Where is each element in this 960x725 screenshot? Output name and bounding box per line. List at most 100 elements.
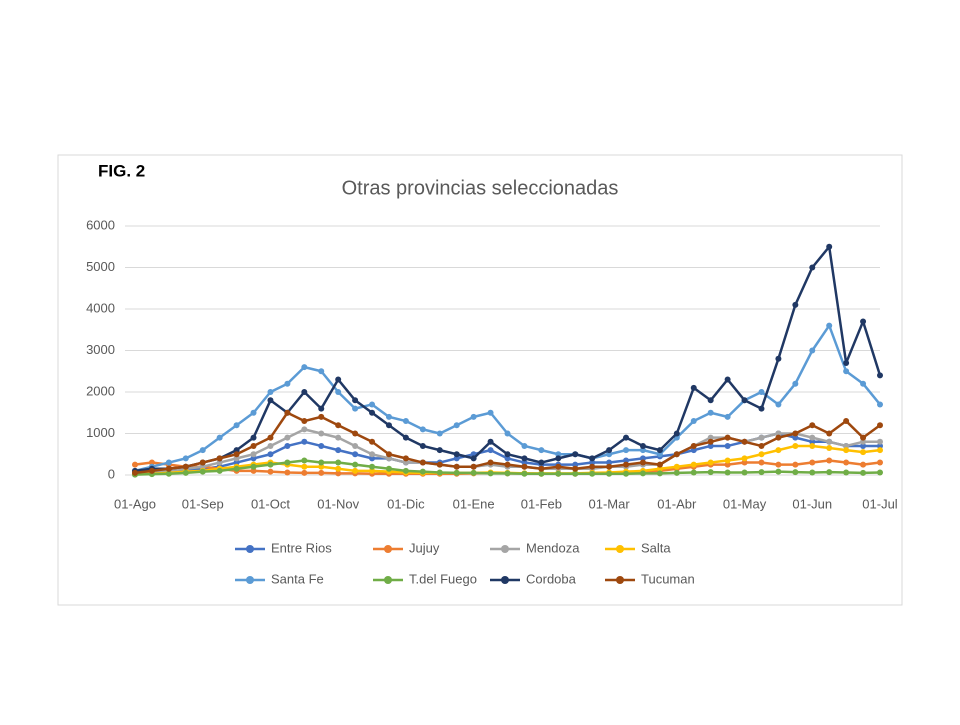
data-point [369,451,376,458]
data-point [775,468,782,475]
data-point [877,447,883,454]
data-point [877,442,883,449]
x-tick-label: 01-Sep [182,496,224,511]
x-tick-label: 01-Dic [387,496,425,511]
data-point [690,442,697,449]
data-point [843,469,850,476]
data-point [470,455,477,462]
data-point [504,451,511,458]
data-point [775,461,782,468]
data-point [724,457,731,464]
data-point [877,469,883,476]
data-point [301,418,308,425]
data-point [487,447,494,454]
data-point [250,455,257,462]
legend-label: Cordoba [526,571,577,586]
data-point [318,368,325,375]
data-point [521,463,528,470]
data-point [436,447,443,454]
x-tick-label: 01-May [723,496,767,511]
legend-marker [384,545,392,553]
data-point [216,455,223,462]
data-point [419,459,426,466]
data-point [504,470,511,477]
data-point [639,470,646,477]
data-point [741,469,748,476]
data-point [250,442,257,449]
data-point [233,455,240,462]
data-point [843,418,850,425]
data-point [860,438,867,445]
legend-label: Salta [641,540,671,555]
data-point [352,405,359,412]
data-point [707,434,714,441]
legend-label: T.del Fuego [409,571,477,586]
legend-label: Mendoza [526,540,580,555]
x-tick-label: 01-Oct [251,496,290,511]
data-point [267,442,274,449]
data-point [165,465,172,472]
data-point [182,469,189,476]
data-point [792,301,799,308]
data-point [284,434,291,441]
data-point [589,455,596,462]
data-point [335,470,342,477]
data-point [639,455,646,462]
data-point [741,459,748,466]
data-point [318,430,325,437]
data-point [673,463,680,470]
data-point [352,442,359,449]
data-point [792,461,799,468]
data-point [504,455,511,462]
data-point [843,459,850,466]
y-tick-label: 4000 [86,300,115,315]
data-point [453,463,460,470]
data-point [352,451,359,458]
data-point [538,470,545,477]
x-tick-label: 01-Ene [453,496,495,511]
data-point [369,401,376,408]
data-point [132,461,138,468]
data-point [707,438,714,445]
data-point [419,426,426,433]
data-point [284,459,291,466]
data-point [267,468,274,475]
data-point [284,380,291,387]
data-point [521,459,528,466]
data-point [673,469,680,476]
data-point [538,447,545,454]
data-point [385,413,392,420]
data-point [284,409,291,416]
data-point [199,468,206,475]
data-point [335,459,342,466]
data-point [690,384,697,391]
legend-marker [246,545,254,553]
data-point [707,409,714,416]
data-point [148,459,155,466]
legend-marker [616,545,624,553]
data-point [436,469,443,476]
data-point [267,397,274,404]
data-point [521,470,528,477]
legend-label: Tucuman [641,571,695,586]
legend-marker [501,545,509,553]
x-tick-label: 01-Mar [588,496,630,511]
data-point [860,469,867,476]
data-point [877,372,883,379]
data-point [487,438,494,445]
data-point [487,470,494,477]
data-point [419,442,426,449]
data-point [335,465,342,472]
data-point [216,459,223,466]
y-tick-label: 3000 [86,342,115,357]
data-point [233,422,240,429]
x-tick-label: 01-Jul [862,496,898,511]
data-point [436,461,443,468]
data-point [369,455,376,462]
data-point [318,413,325,420]
data-point [250,451,257,458]
data-point [216,467,223,474]
data-point [656,447,663,454]
data-point [402,467,409,474]
data-point [656,451,663,458]
